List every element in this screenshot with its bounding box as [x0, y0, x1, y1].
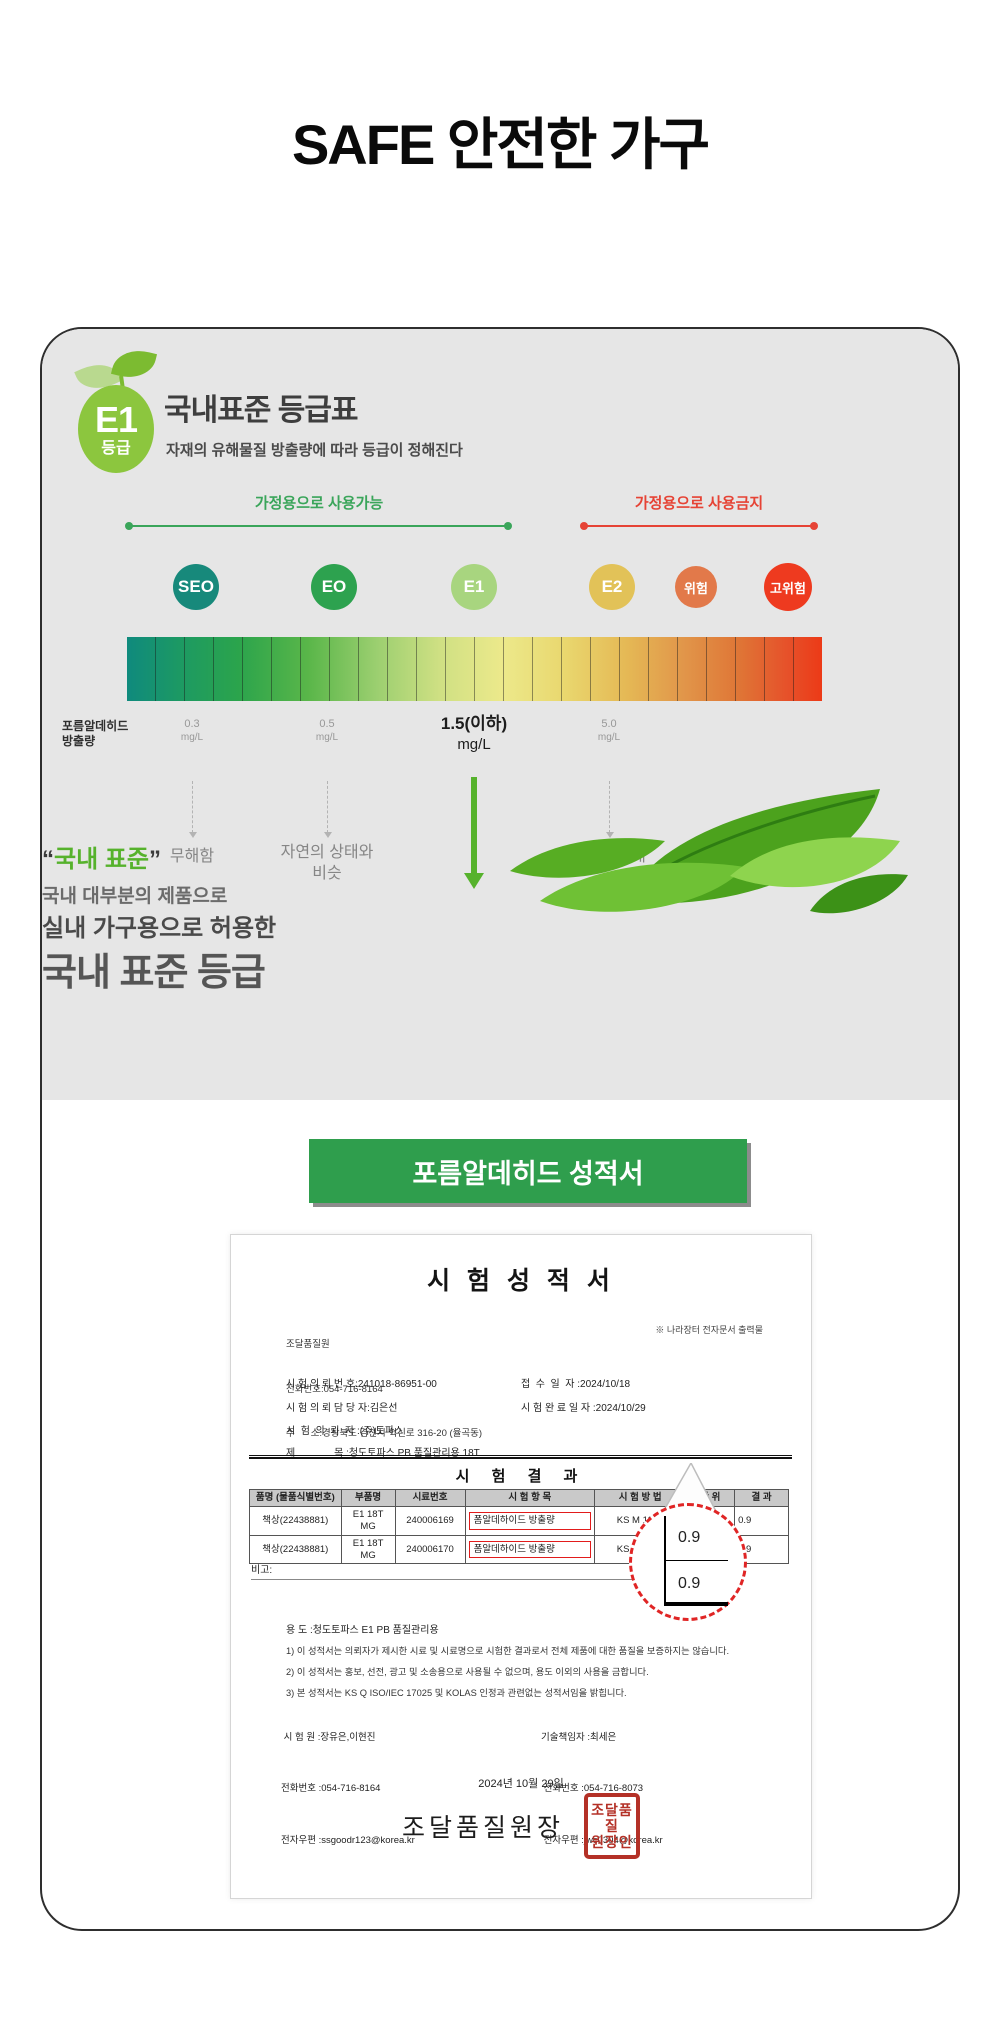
signature-row: 조달품질원장 조달품질 원장인 [231, 1793, 811, 1859]
magnified-value: 0.9 [678, 1574, 701, 1592]
meta-requester: 시 험 의 뢰 자 :(주)토파스 [286, 1426, 404, 1437]
apple-icon: E1 등급 [78, 385, 154, 473]
header-cell: 시료번호 [394, 1489, 466, 1507]
disclaimer-note: 1) 이 성적서는 의뢰자가 제시한 시료 및 시료명으로 시험한 결과로서 전… [286, 1646, 730, 1656]
document-title: 시 험 성 적 서 [427, 1267, 615, 1295]
tick-0-5: 0.5 mg/L [315, 718, 339, 744]
header-cell: 결 과 [734, 1489, 789, 1507]
print-note: ※ 나라장터 전자문서 출력물 [655, 1325, 763, 1335]
grade-info-card: E1 등급 국내표준 등급표 자재의 유해물질 방출량에 따라 등급이 정해진다… [40, 327, 960, 1931]
tick-1-5: 1.5(이하) mg/L [440, 714, 508, 754]
page-title: SAFE 안전한 가구 [291, 113, 710, 176]
grade-subheading: 자재의 유해물질 방출량에 따라 등급이 정해진다 [166, 442, 463, 459]
manager-info: 기술책임자 :최세은 전화번호 :054-716-8073 전자우편 :jwc0… [541, 1732, 663, 1846]
report-date: 2024년 10월 29일 [478, 1778, 564, 1790]
banned-range-label: 가정용으로 사용금지 [634, 495, 764, 512]
meta-request-number: 시 험 의 뢰 번 호:241018-86951-00 [286, 1379, 437, 1390]
formaldehyde-report-banner: 포름알데히드 성적서 [309, 1139, 747, 1203]
tester-info: 시 험 원 :장유은,이현진 전화번호 :054-716-8164 전자우편 :… [281, 1732, 415, 1846]
header-cell: 품명 (물품식별번호) [249, 1489, 342, 1507]
callout-line3: 국내 표준 등급 [42, 952, 266, 994]
official-seal-icon: 조달품질 원장인 [584, 1793, 640, 1859]
test-report-document: 시 험 성 적 서 조달품질원 전화번호:054-716-8164 주 소:경상… [230, 1234, 812, 1899]
grade-heading: 국내표준 등급표 [164, 394, 359, 427]
tick-5-0: 5.0 mg/L [597, 718, 621, 744]
domestic-standard-quote: “국내 표준” [42, 846, 161, 873]
remark-label: 비고: [251, 1565, 273, 1576]
banned-range-line [580, 522, 818, 530]
table-cell-result: 0.9 [734, 1505, 789, 1536]
grade-circle-eo: EO [311, 564, 357, 610]
magnified-table-corner: 0.9 0.9 [664, 1516, 728, 1606]
disclaimer-note: 3) 본 성적서는 KS Q ISO/IEC 17025 및 KOLAS 인정과… [286, 1688, 627, 1698]
table-cell: E1 18T MG [340, 1534, 396, 1565]
header-cell: 부품명 [340, 1489, 396, 1507]
header-cell: 시 험 항 목 [464, 1489, 595, 1507]
callout-line2: 실내 가구용으로 허용한 [42, 915, 277, 942]
table-cell: 책상(22438881) [249, 1534, 342, 1565]
disclaimer-notes: 1) 이 성적서는 의뢰자가 제시한 시료 및 시료명으로 시험한 결과로서 전… [286, 1643, 766, 1706]
down-arrow-icon [189, 781, 197, 838]
down-arrow-icon [606, 781, 614, 838]
magnifier-circle: 0.9 0.9 [629, 1503, 747, 1621]
table-cell: 책상(22438881) [249, 1505, 342, 1536]
header-cell: 시 험 방 법 [593, 1489, 687, 1507]
meta-receipt-date: 접 수 일 자 :2024/10/18 [521, 1379, 631, 1390]
meta-complete-date: 시 험 완 료 일 자 :2024/10/29 [521, 1403, 646, 1414]
table-cell: E1 18T MG [340, 1505, 396, 1536]
meta-request-manager: 시 험 의 뢰 담 당 자:김은선 [286, 1403, 398, 1414]
table-cell: 240006169 [394, 1505, 466, 1536]
usable-range-label: 가정용으로 사용가능 [254, 495, 384, 512]
table-cell-highlighted: 폼알데하이드 방출량 [464, 1534, 595, 1565]
remark-underline [251, 1579, 706, 1580]
grade-circle-e2: E2 [589, 564, 635, 610]
badge-grade-label: 등급 [101, 439, 131, 457]
green-arrow-icon [471, 777, 477, 873]
meta-subject: 제 목 :청도토파스 PB 품질관리용 18T [286, 1448, 480, 1459]
green-arrow-head-icon [464, 873, 484, 889]
badge-grade: E1 [94, 398, 138, 440]
usage-note: 용 도 :청도토파스 E1 PB 품질관리용 [286, 1625, 439, 1636]
usable-range-line [125, 522, 512, 530]
section-divider [249, 1455, 792, 1459]
grade-chart-panel: E1 등급 국내표준 등급표 자재의 유해물질 방출량에 따라 등급이 정해진다… [42, 329, 958, 1100]
issuer-info: 조달품질원 전화번호:054-716-8164 주 소:경상북도 김천시 혁신로… [286, 1339, 483, 1439]
disclaimer-note: 2) 이 성적서는 홍보, 선전, 광고 및 소송용으로 사용될 수 없으며, … [286, 1667, 649, 1677]
e1-grade-badge: E1 등급 [74, 344, 206, 479]
callout-line1: 국내 대부분의 제품으로 [42, 886, 228, 907]
tea-leaves-illustration [510, 789, 908, 914]
signature-title: 조달품질원장 [401, 1814, 564, 1842]
tick-desc-natural: 자연의 상태와 비슷 [280, 844, 374, 882]
grade-circle-high-danger: 고위험 [764, 563, 812, 611]
magnified-value: 0.9 [666, 1516, 728, 1561]
table-cell-highlighted: 폼알데하이드 방출량 [464, 1505, 595, 1536]
tick-desc-harmless: 무해함 [169, 848, 215, 865]
tick-0-3: 0.3 mg/L [180, 718, 204, 744]
result-title: 시 험 결 과 [455, 1468, 587, 1485]
axis-label: 포름알데히드 방출량 [62, 719, 129, 748]
emission-gradient-bar [127, 637, 822, 701]
grade-circle-seo: SEO [173, 564, 219, 610]
grade-circle-e1: E1 [451, 564, 497, 610]
grade-circle-danger: 위험 [675, 566, 717, 608]
table-cell: 240006170 [394, 1534, 466, 1565]
down-arrow-icon [324, 781, 332, 838]
